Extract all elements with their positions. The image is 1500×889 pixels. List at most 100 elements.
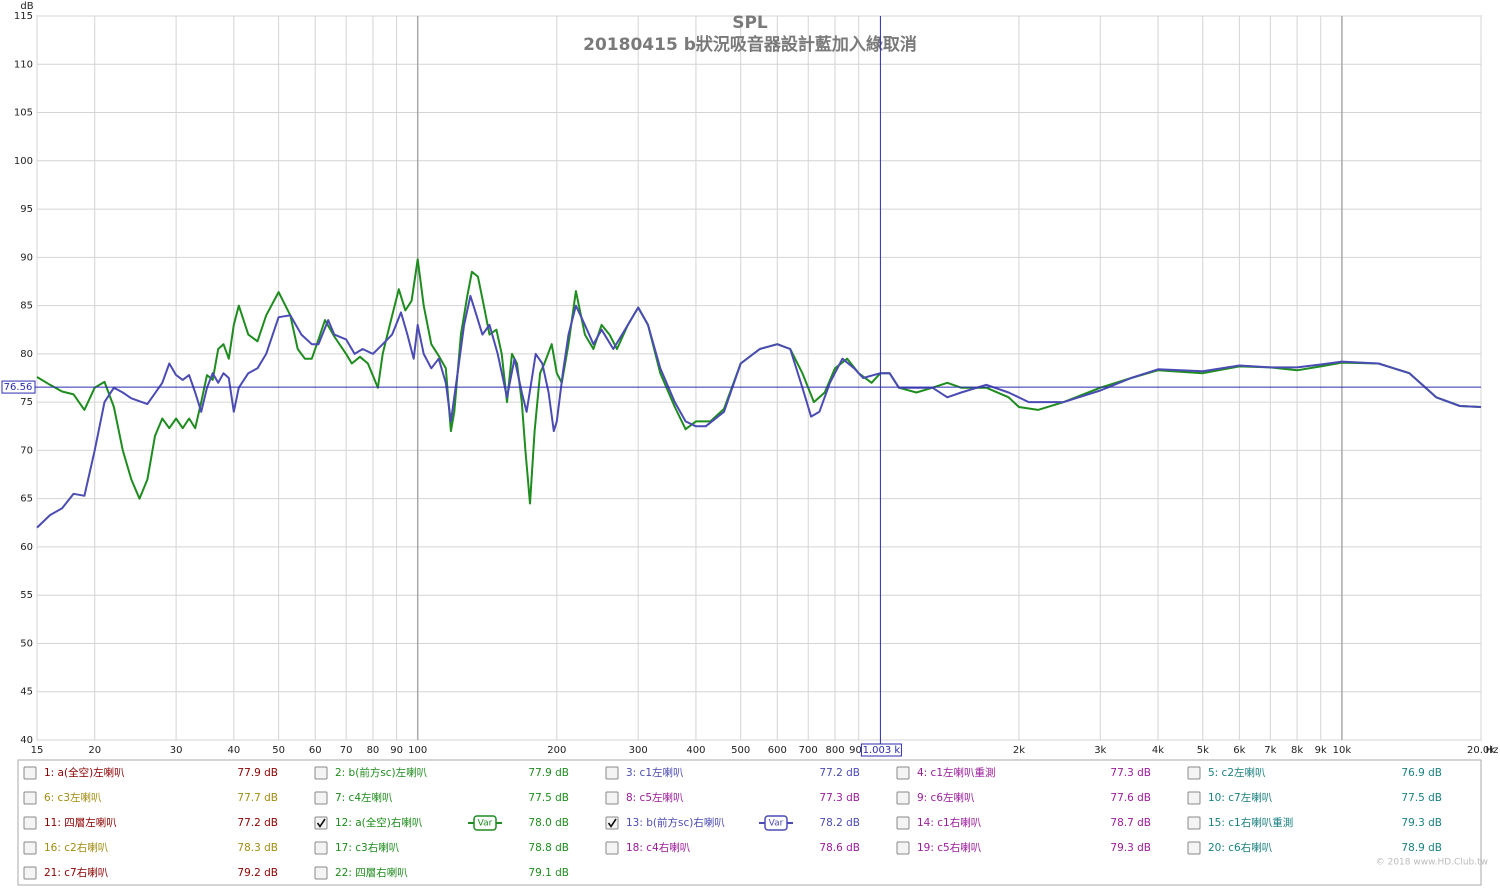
legend-checkbox[interactable] [605,766,619,780]
legend-checkbox[interactable] [896,766,910,780]
var-label[interactable]: Var [769,819,784,829]
legend-series-name[interactable]: 13: b(前方sc)右喇叭 [626,816,725,829]
var-badge[interactable] [473,815,497,831]
x-tick-label: 6k [1233,745,1245,756]
x-tick-label: 60 [309,745,322,756]
legend-level: 78.3 dB [237,842,278,854]
checkmark [607,818,617,828]
legend-series-name[interactable]: 17: c3右喇叭 [335,841,400,854]
x-tick-label: 10k [1333,745,1352,756]
legend-checkbox[interactable] [1187,766,1201,780]
y-tick-label: 110 [14,59,33,70]
legend-checkbox[interactable] [23,841,37,855]
x-tick-label: 400 [686,745,705,756]
y-tick-label: 70 [20,445,33,456]
x-tick-label: 600 [768,745,787,756]
legend-checkbox[interactable] [23,791,37,805]
legend-series-name[interactable]: 6: c3左喇叭 [44,791,102,804]
legend-checkbox[interactable] [605,816,619,830]
x-tick-label: 4k [1152,745,1164,756]
legend-series-name[interactable]: 21: c7右喇叭 [44,866,109,879]
legend-level: 78.9 dB [1401,842,1442,854]
legend-series-name[interactable]: 16: c2右喇叭 [44,841,109,854]
legend-checkbox[interactable] [23,766,37,780]
x-tick-label: 100 [408,745,427,756]
legend-checkbox[interactable] [23,866,37,880]
y-tick-label: 80 [20,349,33,360]
legend: 1: a(全空)左喇叭 77.9 dB 2: b(前方sc)左喇叭 77.9 dB 3:… [23,766,1442,880]
legend-level: 77.5 dB [1401,792,1442,804]
legend-series-name[interactable]: 1: a(全空)左喇叭 [44,766,125,779]
y-tick-label: 85 [20,301,33,312]
legend-checkbox[interactable] [1187,791,1201,805]
x-tick-label: 15 [31,745,44,756]
x-tick-label: 90 [390,745,403,756]
legend-level: 78.6 dB [819,842,860,854]
legend-series-name[interactable]: 10: c7左喇叭 [1208,791,1273,804]
y-tick-label: 115 [14,11,33,22]
x-tick-label: 70 [340,745,353,756]
legend-level: 79.1 dB [528,867,569,879]
x-tick-label: 5k [1197,745,1209,756]
y-axis-label: dB [20,1,33,12]
watermark: © 2018 www.HD.Club.tw [1376,858,1488,868]
legend-checkbox[interactable] [605,841,619,855]
legend-level: 77.3 dB [1110,767,1151,779]
var-label[interactable]: Var [478,819,493,829]
legend-checkbox[interactable] [1187,816,1201,830]
x-tick-label: 20.0k [1467,745,1495,756]
legend-series-name[interactable]: 19: c5右喇叭 [917,841,982,854]
x-tick-label: 800 [825,745,844,756]
legend-checkbox[interactable] [314,816,328,830]
legend-series-name[interactable]: 9: c6左喇叭 [917,791,975,804]
legend-checkbox[interactable] [314,866,328,880]
y-tick-label: 50 [20,638,33,649]
legend-series-name[interactable]: 8: c5左喇叭 [626,791,684,804]
legend-level: 77.9 dB [237,767,278,779]
cursor-x-label: 1.003 k [863,745,901,756]
chart-title: SPL [732,13,768,33]
legend-level: 79.3 dB [1110,842,1151,854]
legend-series-name[interactable]: 3: c1左喇叭 [626,766,684,779]
legend-checkbox[interactable] [314,791,328,805]
legend-series-name[interactable]: 14: c1右喇叭 [917,816,982,829]
cursor-x-badge [860,743,902,757]
legend-series-name[interactable]: 4: c1左喇叭重測 [917,766,996,779]
x-tick-label: 50 [272,745,285,756]
legend-checkbox[interactable] [896,791,910,805]
grid: 40 45 50 55 60 65 70 75 80 85 90 95 100 105 110 115 15 20… [14,11,1495,756]
y-tick-label: 55 [20,590,33,601]
legend-panel [17,759,1482,886]
legend-checkbox[interactable] [605,791,619,805]
legend-level: 77.2 dB [237,817,278,829]
legend-series-name[interactable]: 11: 四層左喇叭 [44,816,117,829]
y-tick-label: 95 [20,204,33,215]
x-tick-label: 200 [547,745,566,756]
x-tick-label: 40 [227,745,240,756]
x-tick-label: 20 [88,745,101,756]
x-tick-label: 7k [1264,745,1276,756]
legend-series-name[interactable]: 22: 四層右喇叭 [335,866,408,879]
chart-subtitle: 20180415 b狀況吸音器設計藍加入綠取消 [583,34,917,55]
legend-series-name[interactable]: 18: c4右喇叭 [626,841,691,854]
legend-checkbox[interactable] [896,816,910,830]
legend-checkbox[interactable] [896,841,910,855]
y-tick-label: 60 [20,542,33,553]
legend-series-name[interactable]: 2: b(前方sc)左喇叭 [335,766,428,779]
legend-checkbox[interactable] [314,766,328,780]
legend-checkbox[interactable] [23,816,37,830]
legend-series-name[interactable]: 5: c2左喇叭 [1208,766,1266,779]
legend-checkbox[interactable] [314,841,328,855]
legend-series-name[interactable]: 15: c1右喇叭重測 [1208,816,1293,829]
var-badge[interactable] [764,815,788,831]
legend-level: 78.2 dB [819,817,860,829]
x-tick-label: 2k [1013,745,1025,756]
cursor-y-label: 76.56 [4,382,33,393]
x-tick-label: 8k [1291,745,1303,756]
legend-series-name[interactable]: 12: a(全空)右喇叭 [335,816,423,829]
legend-checkbox[interactable] [1187,841,1201,855]
legend-series-name[interactable]: 20: c6右喇叭 [1208,841,1273,854]
y-tick-label: 45 [20,687,33,698]
x-tick-label: 700 [799,745,818,756]
legend-series-name[interactable]: 7: c4左喇叭 [335,791,393,804]
